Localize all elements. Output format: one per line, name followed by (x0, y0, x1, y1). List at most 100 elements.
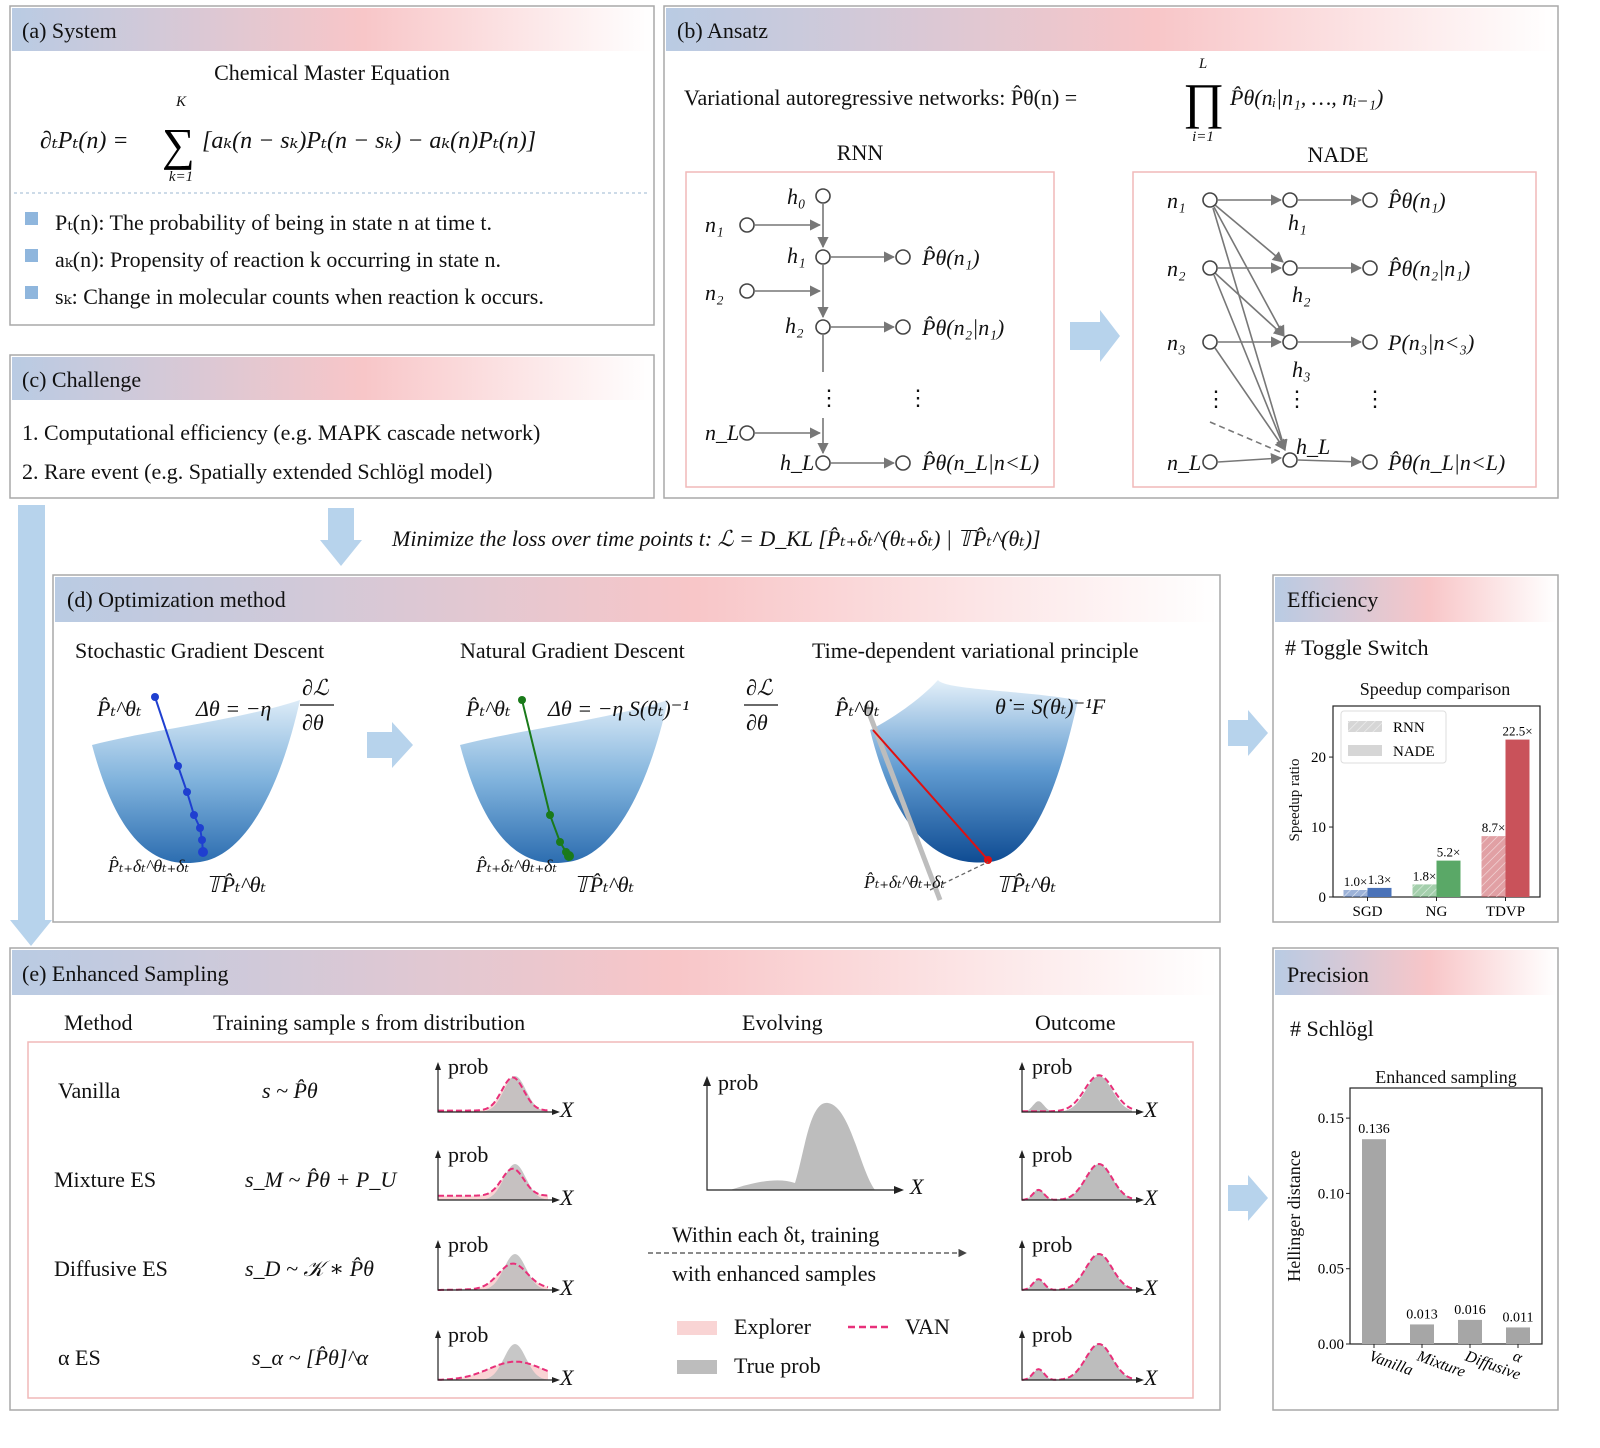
bar-value-label: 8.7× (1482, 820, 1506, 835)
panel-ansatz: (b) Ansatz Variational autoregressive ne… (663, 5, 1559, 499)
method-title: Time-dependent variational principle (812, 638, 1139, 663)
hidden-node (1282, 260, 1298, 276)
distribution-mini-plot: prob X (1019, 1142, 1159, 1210)
x-tick-label: NG (1426, 904, 1448, 920)
method-title: Stochastic Gradient Descent (75, 638, 324, 663)
true-prob-area (438, 1254, 548, 1290)
evolving-plot: prob X (703, 1070, 925, 1199)
input-node (1202, 192, 1218, 208)
legend-label: RNN (1393, 720, 1425, 736)
y-axis-label: Speedup ratio (1287, 759, 1303, 842)
tdvp-method: Time-dependent variational principle P̂ₜ… (812, 638, 1139, 901)
van-curve (437, 1360, 549, 1381)
node-label: h₁ (1288, 210, 1307, 235)
distribution-label: P̂ₜ₊δₜ^θₜ₊δₜ (863, 872, 945, 892)
van-curve (438, 1167, 548, 1197)
column-header: Method (64, 1010, 132, 1035)
challenge-item: 2. Rare event (e.g. Spatially extended S… (22, 459, 492, 484)
true-prob-area (730, 1102, 875, 1190)
bullet-icon (25, 286, 38, 299)
legend-swatch-explorer (677, 1321, 717, 1335)
axes (437, 1334, 556, 1381)
x-axis-label: X (559, 1185, 575, 1210)
x-axis-label: X (909, 1174, 925, 1199)
panel-subtitle: # Schlögl (1290, 1016, 1374, 1041)
distribution-label: P̂ₜ₊δₜ^θₜ₊δₜ (107, 856, 189, 876)
input-node (1202, 454, 1218, 470)
bar-value-label: 1.8× (1413, 868, 1437, 883)
node-label: n₂ (705, 280, 724, 305)
panel-system: (a) System Chemical Master Equation ∂ₜPₜ… (9, 5, 655, 326)
method-name: Vanilla (58, 1078, 121, 1103)
bar-nade (1436, 860, 1461, 897)
chart-title: Speedup comparison (1360, 679, 1510, 699)
update-formula: Δθ = −η S(θₜ)⁻¹ (547, 696, 689, 721)
true-prob-area (1022, 1254, 1132, 1290)
bar-hatch (1412, 884, 1437, 897)
loss-landscape (870, 680, 1078, 863)
arrow-down-icon (320, 508, 362, 566)
fraction-denominator: ∂θ (302, 710, 324, 735)
sum-lower: k=1 (169, 169, 193, 185)
plot-frame (1349, 1087, 1543, 1345)
bar (1458, 1319, 1482, 1344)
x-tick-label: TDVP (1486, 904, 1525, 920)
distribution-label: P̂ₜ^θₜ (834, 696, 880, 721)
method-name: α ES (58, 1345, 101, 1370)
output-label: P̂θ(n_L|n<L) (921, 450, 1039, 475)
method-name: Diffusive ES (54, 1256, 168, 1281)
node-label: h_L (780, 450, 814, 475)
panel-optimization: (d) Optimization method Stochastic Gradi… (52, 574, 1221, 923)
distribution-label: P̂ₜ₊δₜ^θₜ₊δₜ (475, 856, 557, 876)
formula-lead: Variational autoregressive networks: P̂θ… (684, 85, 1077, 110)
panel-title: (c) Challenge (22, 367, 141, 392)
rnn-label: RNN (837, 140, 884, 165)
node-label: h₀ (787, 184, 806, 209)
legend: Explorer VAN True prob (677, 1314, 950, 1378)
arrow-right-icon (367, 722, 413, 768)
speedup-chart: 0 10 20 SGD 1.0× 1.3× NG 1.8×5.2× TDVP 8.7× 22.5× R… (1311, 705, 1541, 920)
ngd-method: Natural Gradient Descent P̂ₜ^θₜ Δθ = −η … (460, 638, 778, 897)
true-prob-area (1022, 1344, 1132, 1380)
sampling-formula: s ~ P̂θ (262, 1078, 318, 1103)
node-label: h₁ (787, 243, 806, 268)
target-label: 𝕋P̂ₜ^θₜ (574, 872, 635, 897)
distribution-label: P̂ₜ^θₜ (96, 696, 142, 721)
nade-label: NADE (1307, 142, 1368, 167)
node-label: h_L (1296, 434, 1330, 459)
distribution-mini-plot: prob X (1019, 1322, 1159, 1390)
input-node (1202, 334, 1218, 350)
column-header: Outcome (1035, 1010, 1116, 1035)
x-axis-label: X (1143, 1097, 1159, 1122)
bar-nade (1367, 887, 1392, 897)
legend-hatch (1348, 721, 1382, 732)
output-label: P̂θ(n₁) (1387, 188, 1446, 213)
ellipsis: ⋮ (1205, 386, 1227, 411)
bar (1410, 1324, 1434, 1344)
loss-landscape (92, 700, 300, 864)
y-axis-label: prob (448, 1232, 488, 1257)
fraction-denominator: ∂θ (746, 710, 768, 735)
ellipsis: ⋮ (907, 385, 929, 410)
loss-landscape (460, 700, 668, 864)
panel-enhanced-sampling: (e) Enhanced Sampling Method Training sa… (9, 947, 1221, 1411)
challenge-item: 1. Computational efficiency (e.g. MAPK c… (22, 420, 540, 445)
bullet-icon (25, 212, 38, 225)
sgd-method: Stochastic Gradient Descent P̂ₜ^θₜ Δθ = … (75, 638, 334, 897)
hidden-node (815, 249, 831, 265)
panel-header (12, 8, 652, 51)
bar (1506, 1327, 1530, 1344)
legend-label: Explorer (734, 1314, 812, 1339)
bar-value-label: 0.011 (1503, 1310, 1534, 1325)
update-formula: θ̇ = S(θₜ)⁻¹F (995, 694, 1106, 719)
distribution-mini-plot: prob X (1019, 1054, 1159, 1122)
sum-symbol: ∑ (162, 119, 195, 170)
tdvp-step (872, 729, 989, 861)
hellinger-chart: 0.000.050.100.150.136Vanilla0.013Mixture… (1318, 1087, 1543, 1384)
y-axis-label: prob (1032, 1232, 1072, 1257)
y-tick-label: 0.15 (1318, 1111, 1344, 1127)
panel-header (666, 8, 1556, 51)
nade-diagram: NADE (1132, 142, 1537, 488)
panel-challenge: (c) Challenge 1. Computational efficienc… (9, 354, 655, 499)
